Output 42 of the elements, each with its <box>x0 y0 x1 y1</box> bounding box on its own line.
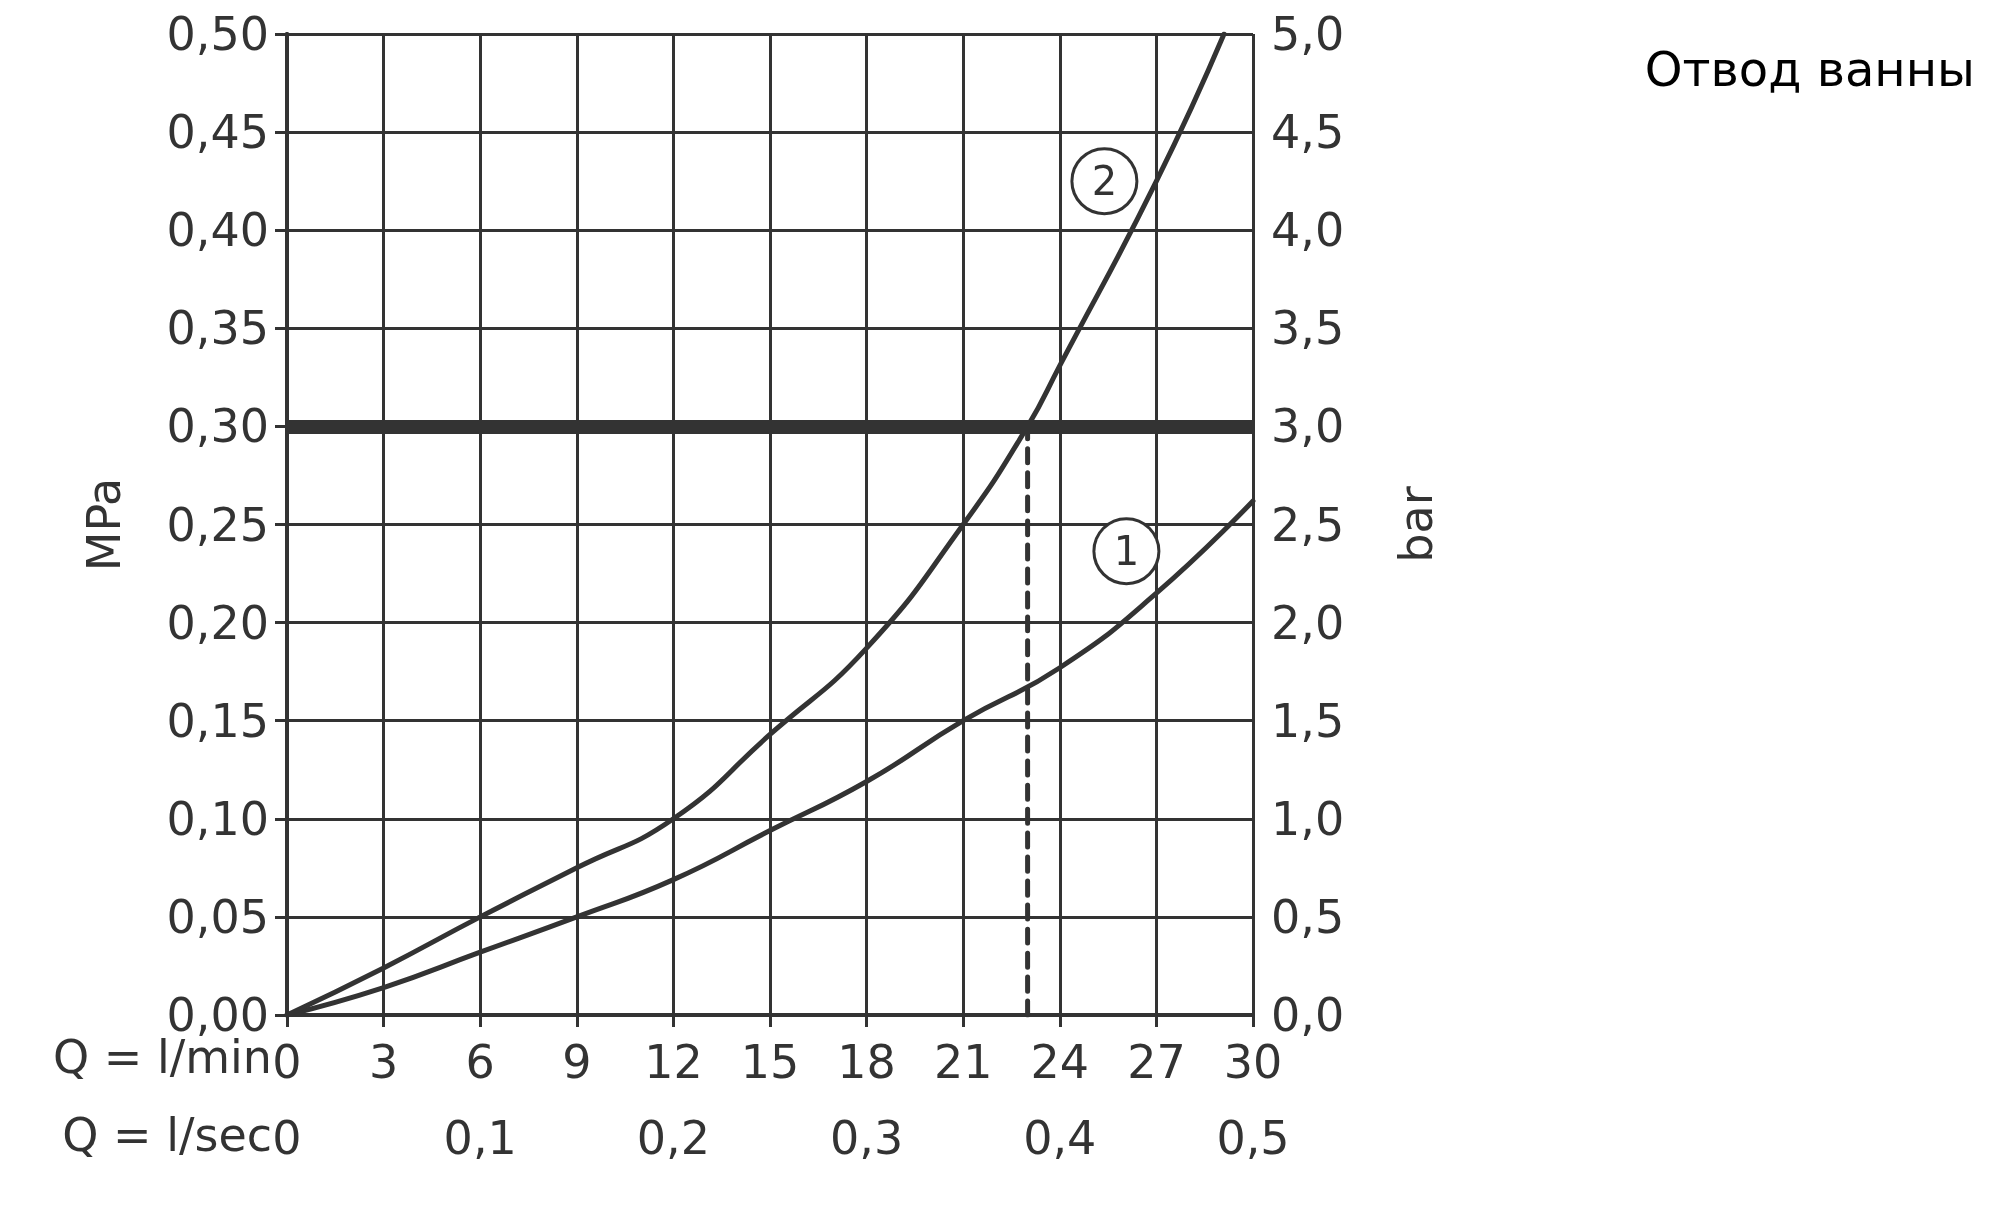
y2-tick-label: 3,5 <box>1271 301 1345 356</box>
x-tick-label: 0 <box>272 1035 302 1089</box>
x-tick-label: 15 <box>740 1035 800 1089</box>
x2-tick-label: 0,4 <box>1023 1111 1097 1165</box>
y-tick-label: 0,15 <box>166 693 269 748</box>
series-label: 1 <box>1113 528 1140 575</box>
y2-tick-label: 0,5 <box>1271 889 1345 944</box>
y2-tick-label: 3,0 <box>1271 399 1345 454</box>
x2-axis-title: Q = l/sec <box>62 1108 272 1162</box>
y2-tick-label: 2,5 <box>1271 497 1345 552</box>
y2-tick-label: 4,0 <box>1271 203 1345 258</box>
series-label: 2 <box>1091 158 1118 205</box>
x-tick-label: 3 <box>368 1035 399 1089</box>
x-tick-label: 9 <box>562 1035 592 1089</box>
y-tick-label: 0,35 <box>166 301 269 356</box>
y2-tick-label: 1,5 <box>1271 693 1345 748</box>
x-tick-label: 12 <box>644 1035 703 1089</box>
text: Отвод ванны <box>1644 41 1976 97</box>
y-tick-label: 0,20 <box>166 595 269 650</box>
x2-tick-label: 0,2 <box>636 1111 710 1165</box>
y-tick-label: 0,30 <box>166 399 269 454</box>
x2-tick-label: 0 <box>272 1111 302 1165</box>
x2-tick-label: 0,1 <box>443 1111 517 1165</box>
x2-tick-label: 0,3 <box>830 1111 904 1165</box>
y2-axis-title: bar <box>1389 486 1443 563</box>
x-tick-label: 6 <box>465 1035 495 1089</box>
y-tick-label: 0,05 <box>166 889 269 944</box>
x-tick-label: 24 <box>1030 1035 1090 1089</box>
y2-tick-label: 4,5 <box>1271 105 1345 160</box>
x2-tick-label: 0,5 <box>1216 1111 1290 1165</box>
x-tick-label: 27 <box>1127 1035 1186 1089</box>
y2-tick-label: 2,0 <box>1271 595 1345 650</box>
y-tick-label: 0,10 <box>166 791 269 846</box>
y2-tick-label: 1,0 <box>1271 791 1345 846</box>
x-tick-label: 21 <box>933 1035 993 1089</box>
y-tick-label: 0,25 <box>166 497 269 552</box>
y-tick-label: 0,50 <box>166 7 269 61</box>
x-tick-label: 18 <box>837 1035 896 1089</box>
y2-tick-label: 5,0 <box>1271 7 1345 61</box>
y-tick-label: 0,40 <box>166 203 269 258</box>
y-tick-label: 0,45 <box>166 105 269 160</box>
y-axis-title: MPa <box>77 477 131 572</box>
